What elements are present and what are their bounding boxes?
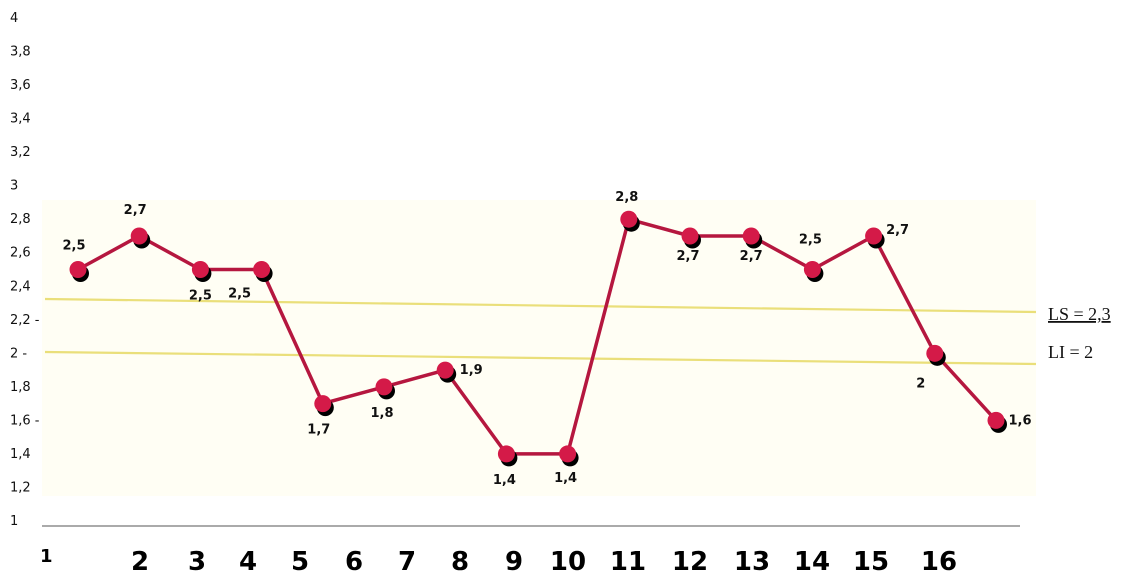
data-point <box>681 227 701 249</box>
x-axis-ticks: 1 2 3 4 5 6 7 8 9 10 11 12 13 14 15 16 <box>40 546 957 577</box>
plot-background <box>42 200 1036 496</box>
data-point-marker <box>375 378 393 396</box>
data-point-marker <box>436 361 454 379</box>
x-tick-label: 6 <box>345 547 363 577</box>
x-tick-label: 7 <box>398 547 416 577</box>
y-tick-label: 3,8 <box>10 45 31 60</box>
y-tick-label: 2,6 <box>10 246 31 261</box>
data-point <box>497 445 518 467</box>
x-tick-label: 13 <box>734 547 770 577</box>
y-tick-label: 2,2 - <box>10 313 40 328</box>
data-point <box>191 261 212 282</box>
x-tick-label: 5 <box>291 547 309 577</box>
data-point-marker <box>191 261 209 278</box>
data-point <box>620 210 640 232</box>
data-label: 1,7 <box>307 423 330 438</box>
data-label: 1,8 <box>370 406 393 421</box>
data-label: 2,8 <box>615 190 638 205</box>
y-tick-label: 1,8 <box>10 380 31 395</box>
data-point-marker <box>314 395 332 413</box>
series-line <box>77 217 998 456</box>
data-point <box>559 445 579 467</box>
data-point-marker <box>742 227 760 245</box>
data-point-marker <box>803 261 821 278</box>
data-point-marker <box>559 445 577 463</box>
data-point <box>436 361 457 383</box>
data-points <box>69 210 1007 467</box>
data-point <box>926 344 946 366</box>
y-axis-ticks: 1 1,2 1,4 1,6 - 1,8 2 - 2,2 - 2,4 2,6 2,8 3 3,2 3,4 3… <box>10 11 40 529</box>
data-label: 1,9 <box>460 363 483 378</box>
y-tick-label: 3,6 <box>10 78 31 93</box>
y-tick-label: 2,8 <box>10 212 31 227</box>
x-tick-label: 8 <box>451 547 469 577</box>
y-tick-label: 4 <box>10 11 18 26</box>
data-point-marker <box>865 227 883 245</box>
data-labels: 2,5 2,7 2,5 2,5 1,7 1,8 1,9 1,4 1,4 2,8 2,7 2,7 2,5 2… <box>62 190 1031 488</box>
data-label: 2,5 <box>62 239 85 254</box>
data-point <box>253 261 273 282</box>
data-point-marker <box>130 227 148 245</box>
reference-line-label: LI = 2 <box>1048 342 1093 362</box>
data-label: 1,4 <box>554 471 577 486</box>
data-label: 2,7 <box>676 249 699 264</box>
data-point-marker <box>497 445 515 463</box>
data-point-marker <box>926 344 944 362</box>
y-tick-label: 1,2 <box>10 480 31 495</box>
data-point <box>803 261 824 282</box>
x-tick-label: 12 <box>672 547 708 577</box>
data-label: 1,4 <box>493 473 516 488</box>
y-tick-label: 1,6 - <box>10 413 40 428</box>
data-point-marker <box>681 227 699 245</box>
reference-line <box>44 350 1037 366</box>
data-label: 2,5 <box>228 287 251 302</box>
data-point <box>130 227 151 249</box>
data-label: 2,5 <box>189 289 212 304</box>
data-label: 2,7 <box>740 249 763 264</box>
data-point <box>987 411 1007 433</box>
data-point <box>742 227 763 249</box>
x-tick-label: 16 <box>921 547 957 577</box>
data-label: 2,7 <box>886 223 909 238</box>
reference-lines: LS = 2,3 LI = 2 <box>44 297 1111 366</box>
data-point <box>865 227 885 249</box>
x-tick-label: 4 <box>239 547 257 577</box>
reference-line-label: LS = 2,3 <box>1048 304 1111 324</box>
data-label: 1,6 <box>1008 413 1031 428</box>
y-tick-label: 3,4 <box>10 112 31 127</box>
data-label: 2 <box>916 376 925 391</box>
x-tick-label: 9 <box>505 547 523 577</box>
x-tick-label: 2 <box>131 547 149 577</box>
x-tick-label: 3 <box>188 547 206 577</box>
y-tick-label: 3 <box>10 179 18 194</box>
reference-line <box>44 297 1037 314</box>
data-point <box>69 261 89 282</box>
data-point-marker <box>253 261 271 278</box>
data-point-marker <box>987 411 1005 429</box>
data-point-marker <box>620 210 638 228</box>
x-tick-label: 11 <box>610 547 646 577</box>
y-tick-label: 1,4 <box>10 447 31 462</box>
data-point <box>375 378 395 400</box>
x-tick-label: 15 <box>853 547 889 577</box>
data-point-marker <box>69 261 87 278</box>
x-tick-label: 1 <box>40 546 53 567</box>
y-tick-label: 3,2 <box>10 145 31 160</box>
data-label: 2,7 <box>124 203 147 218</box>
x-tick-label: 10 <box>550 547 586 577</box>
y-tick-label: 2,4 <box>10 279 31 294</box>
y-tick-label: 1 <box>10 514 18 529</box>
data-label: 2,5 <box>799 233 822 248</box>
x-tick-label: 14 <box>794 547 830 577</box>
y-tick-label: 2 - <box>10 346 27 361</box>
data-point <box>314 395 334 417</box>
